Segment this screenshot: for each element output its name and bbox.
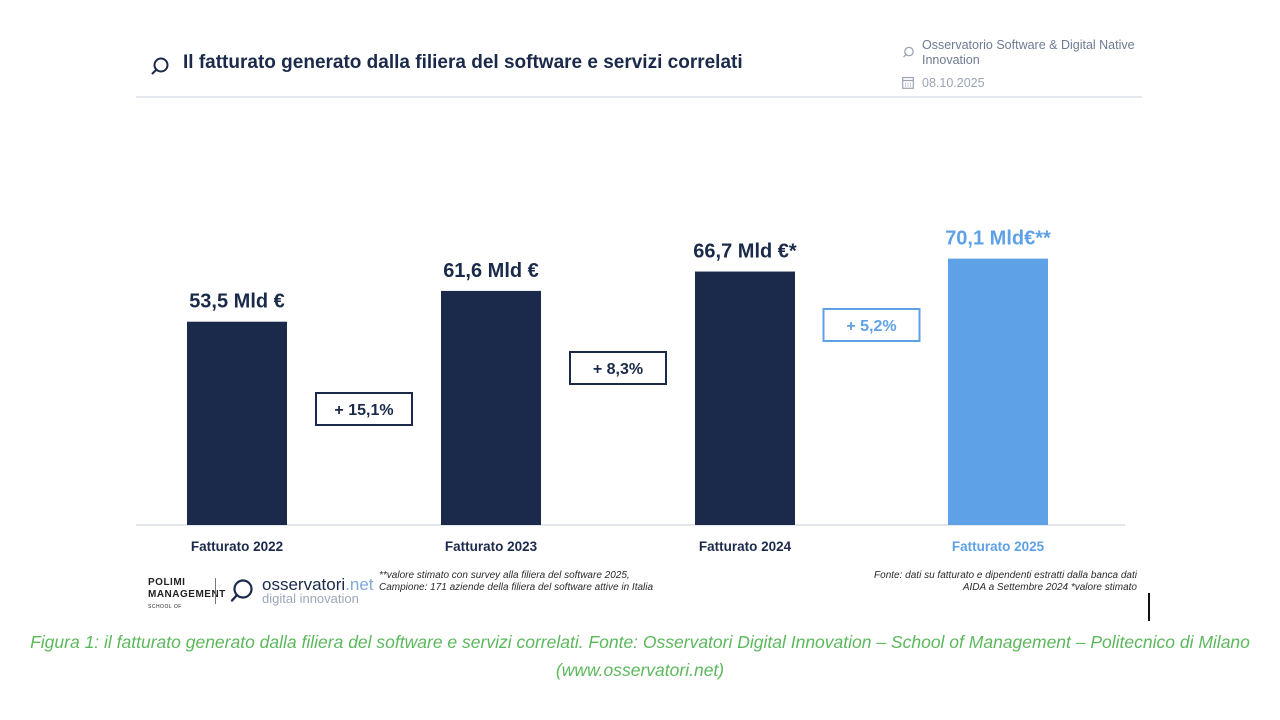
osservatori-logo-subtitle: digital innovation (262, 591, 359, 606)
growth-box (315, 392, 413, 426)
polimi-logo: POLIMI MANAGEMENT SCHOOL OF (148, 577, 226, 613)
figure-caption: Figura 1: il fatturato generato dalla fi… (30, 632, 1250, 680)
magnifier-icon (903, 46, 914, 58)
logo-divider (215, 578, 216, 604)
growth-label: + 15,1% (334, 402, 393, 419)
report-date: 08.10.2025 (922, 76, 985, 90)
bar-value-label: 70,1 Mld€** (945, 228, 1051, 250)
x-tick-label: Fatturato 2024 (699, 539, 792, 554)
osservatori-logo-net: .net (345, 575, 374, 594)
bar-3 (695, 271, 795, 525)
magnifier-icon (151, 57, 169, 75)
osservatori-logo-icon (230, 579, 253, 602)
source-label: Osservatorio Software & Digital Native I… (922, 38, 1135, 67)
x-tick-label: Fatturato 2023 (445, 539, 538, 554)
header-divider (136, 96, 1142, 98)
text-cursor (1148, 593, 1150, 621)
source-note: Fonte: dati su fatturato e dipendenti es… (874, 570, 1137, 593)
polimi-logo-text: POLIMI MANAGEMENT (148, 577, 226, 600)
polimi-logo-subtext: SCHOOL OF (148, 604, 182, 610)
growth-label: + 8,3% (593, 361, 643, 378)
growth-box (822, 308, 921, 342)
x-tick-label: Fatturato 2022 (191, 539, 283, 554)
growth-label: + 5,2% (846, 318, 896, 335)
chart-title: Il fatturato generato dalla filiera del … (183, 52, 743, 73)
growth-box (569, 351, 667, 385)
osservatori-logo: osservatori.net (262, 575, 374, 595)
bar-2 (441, 290, 541, 525)
calendar-icon (902, 76, 914, 89)
osservatori-logo-name: osservatori (262, 575, 346, 594)
bar-value-label: 66,7 Mld €* (693, 241, 797, 263)
x-tick-label: Fatturato 2025 (952, 539, 1045, 554)
bar-value-label: 53,5 Mld € (189, 291, 285, 313)
survey-note: **valore stimato con survey alla filiera… (379, 570, 654, 593)
bar-value-label: 61,6 Mld € (443, 260, 539, 282)
bar-1 (187, 321, 287, 525)
bar-4 (948, 258, 1048, 525)
